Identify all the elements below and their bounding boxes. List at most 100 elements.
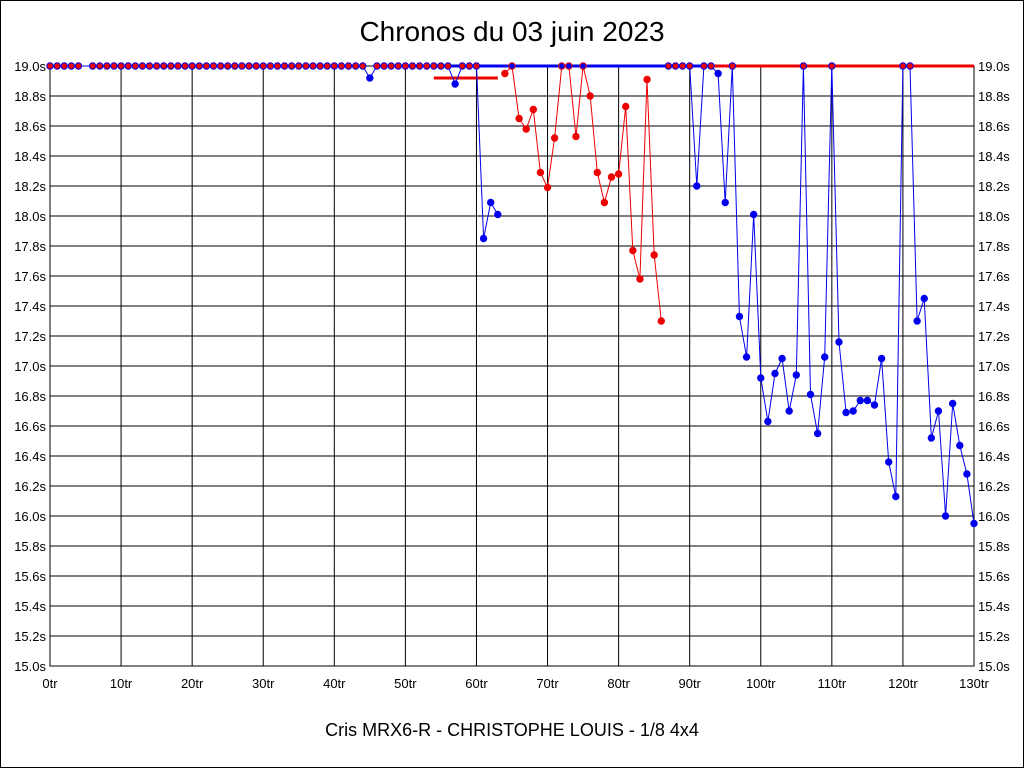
- data-point: [728, 62, 737, 70]
- data-point: [280, 62, 289, 70]
- x-tick-label: 0tr: [42, 676, 58, 691]
- data-point: [707, 62, 715, 70]
- data-point: [501, 69, 509, 78]
- data-point: [103, 62, 111, 70]
- data-point: [259, 62, 267, 70]
- data-point: [614, 170, 623, 178]
- y-tick-label-right: 18.8s: [978, 89, 1010, 104]
- data-point: [110, 62, 118, 70]
- series-0: [46, 62, 502, 243]
- data-point: [223, 62, 232, 70]
- x-tick-label: 60tr: [465, 676, 488, 691]
- data-point: [749, 210, 758, 219]
- x-tick-label: 50tr: [394, 676, 417, 691]
- series-line: [50, 65, 499, 239]
- data-point: [124, 62, 132, 70]
- series-layer: [46, 62, 978, 528]
- y-axis-left: 15.0s 15.2s 15.4s 15.6s 15.8s 16.0s 16.2s 16.4s…: [14, 59, 46, 674]
- y-tick-label-left: 17.0s: [14, 359, 46, 374]
- data-point: [138, 62, 147, 70]
- data-point: [721, 198, 729, 207]
- data-point: [700, 62, 708, 70]
- data-point: [899, 62, 907, 70]
- data-point: [117, 62, 125, 70]
- data-point: [522, 125, 530, 133]
- data-point: [394, 62, 402, 70]
- data-point: [323, 62, 331, 70]
- data-point: [963, 470, 971, 478]
- y-tick-label-left: 16.8s: [14, 389, 46, 404]
- data-point: [273, 62, 282, 70]
- series-line: [668, 65, 975, 524]
- data-point: [664, 62, 673, 70]
- y-tick-label-left: 15.4s: [14, 599, 46, 614]
- data-point: [401, 62, 410, 70]
- data-point: [266, 62, 275, 70]
- data-point: [558, 62, 566, 70]
- data-point: [479, 234, 488, 243]
- data-point: [160, 62, 168, 70]
- data-point: [586, 92, 594, 100]
- data-point: [60, 62, 68, 70]
- data-point: [67, 62, 76, 70]
- data-point: [806, 390, 815, 399]
- data-point: [785, 407, 793, 415]
- data-point: [671, 62, 680, 70]
- y-tick-label-right: 16.6s: [978, 419, 1010, 434]
- data-point: [380, 62, 388, 70]
- data-point: [593, 168, 601, 177]
- data-point: [302, 62, 310, 70]
- data-point: [366, 74, 374, 82]
- data-point: [685, 62, 694, 70]
- series-2: [664, 62, 978, 528]
- y-tick-label-right: 16.0s: [978, 509, 1010, 524]
- data-point: [757, 374, 765, 382]
- data-point: [430, 62, 438, 70]
- data-point: [444, 62, 452, 70]
- y-tick-label-left: 16.6s: [14, 419, 46, 434]
- data-point: [152, 62, 161, 70]
- data-point: [252, 62, 260, 70]
- data-point: [202, 62, 211, 70]
- y-tick-label-left: 18.4s: [14, 149, 46, 164]
- data-point: [828, 62, 836, 70]
- series-line: [504, 64, 662, 322]
- data-point: [330, 62, 339, 70]
- y-tick-label-left: 15.6s: [14, 569, 46, 584]
- data-point: [657, 317, 665, 325]
- y-tick-label-right: 18.2s: [978, 179, 1010, 194]
- y-tick-label-right: 17.0s: [978, 359, 1010, 374]
- data-point: [309, 62, 317, 70]
- data-point: [515, 114, 523, 123]
- data-point: [792, 371, 801, 379]
- data-point: [529, 105, 538, 114]
- x-tick-label: 80tr: [607, 676, 630, 691]
- y-tick-label-left: 19.0s: [14, 59, 46, 74]
- data-point: [948, 399, 957, 408]
- data-point: [337, 62, 346, 70]
- data-point: [359, 62, 367, 70]
- y-tick-label-left: 18.6s: [14, 119, 46, 134]
- y-tick-label-right: 16.2s: [978, 479, 1010, 494]
- data-point: [764, 417, 772, 426]
- data-point: [629, 246, 637, 255]
- data-point: [287, 62, 296, 70]
- data-point: [486, 198, 495, 207]
- data-point: [835, 338, 843, 346]
- data-point: [415, 62, 424, 70]
- y-tick-label-left: 17.6s: [14, 269, 46, 284]
- data-point: [863, 396, 872, 405]
- data-point: [934, 407, 943, 415]
- data-point: [543, 183, 552, 192]
- x-tick-label: 110tr: [818, 676, 847, 691]
- data-point: [351, 62, 360, 70]
- data-point: [799, 62, 808, 70]
- data-point: [145, 62, 154, 70]
- y-tick-label-right: 18.4s: [978, 149, 1010, 164]
- data-point: [565, 62, 573, 70]
- data-point: [231, 62, 239, 70]
- data-point: [742, 353, 751, 361]
- data-point: [373, 62, 381, 70]
- y-tick-label-right: 18.6s: [978, 119, 1010, 134]
